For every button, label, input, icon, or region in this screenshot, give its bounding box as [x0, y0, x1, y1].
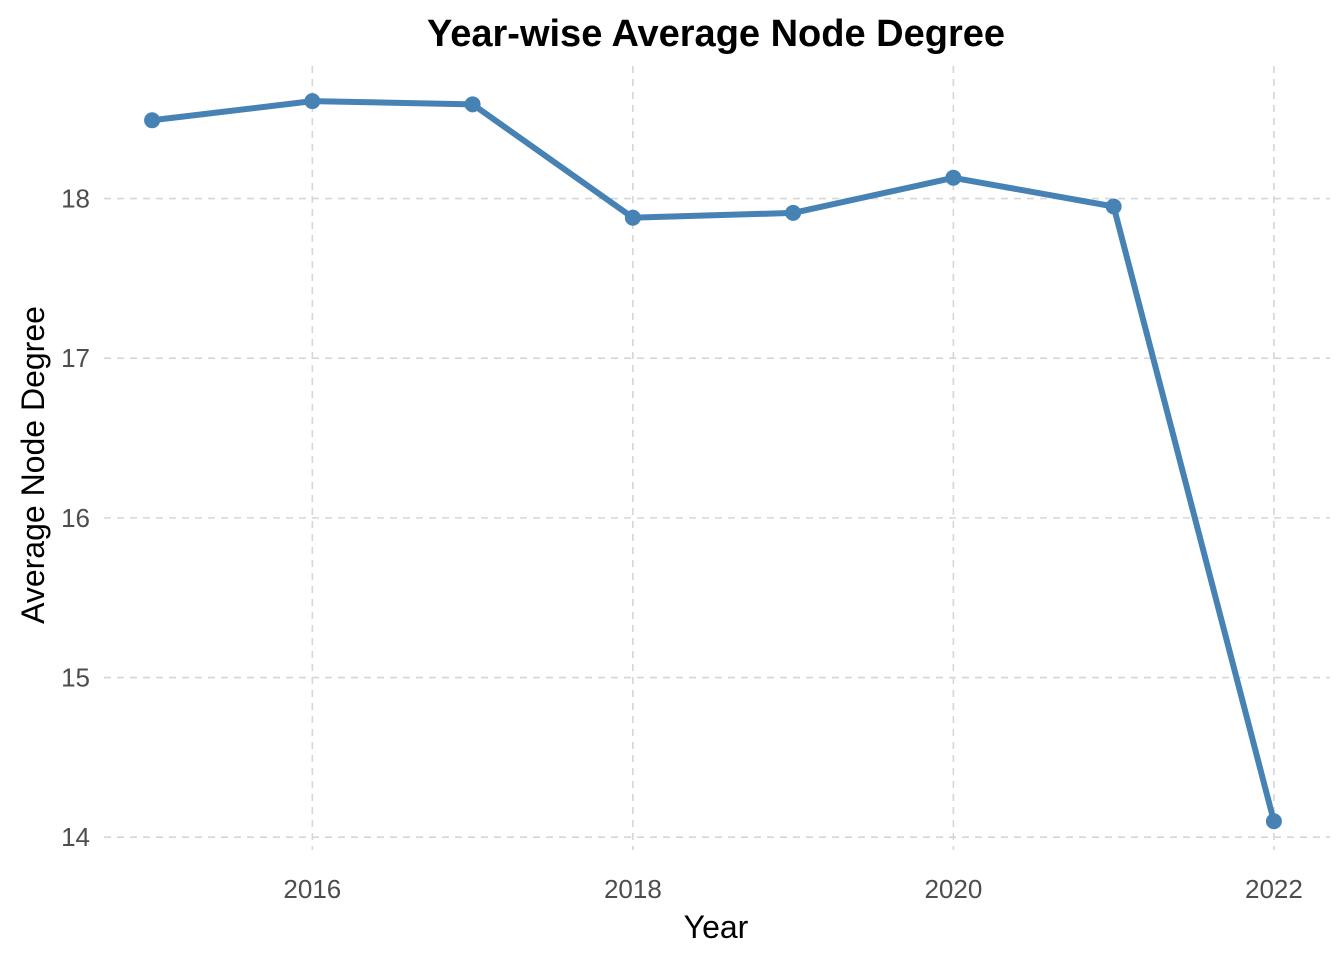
y-tick-label: 15 [61, 663, 90, 693]
data-point-2016 [304, 93, 321, 110]
data-point-2020 [945, 169, 962, 186]
data-point-2018 [624, 209, 641, 226]
y-tick-label: 16 [61, 503, 90, 533]
data-point-2017 [464, 96, 481, 113]
data-point-2021 [1105, 198, 1122, 215]
series-line [149, 98, 1277, 825]
x-tick-labels: 2016 2018 2020 2022 [283, 874, 1302, 904]
y-tick-label: 17 [61, 343, 90, 373]
y-gridlines [104, 197, 1330, 839]
y-tick-label: 18 [61, 184, 90, 214]
data-point-2022 [1265, 813, 1282, 830]
x-gridlines [311, 66, 1275, 850]
y-axis-label: Average Node Degree [15, 306, 51, 624]
data-point-2019 [785, 204, 802, 221]
x-tick-label: 2020 [924, 874, 982, 904]
chart-title: Year-wise Average Node Degree [427, 13, 1005, 55]
data-point-2015 [144, 112, 161, 129]
x-tick-label: 2016 [283, 874, 341, 904]
y-tick-labels: 14 15 16 17 18 [61, 184, 90, 853]
x-tick-label: 2022 [1245, 874, 1303, 904]
y-tick-label: 14 [61, 822, 90, 852]
series-layer [144, 93, 1282, 830]
x-tick-label: 2018 [604, 874, 662, 904]
x-axis-label: Year [684, 909, 749, 945]
